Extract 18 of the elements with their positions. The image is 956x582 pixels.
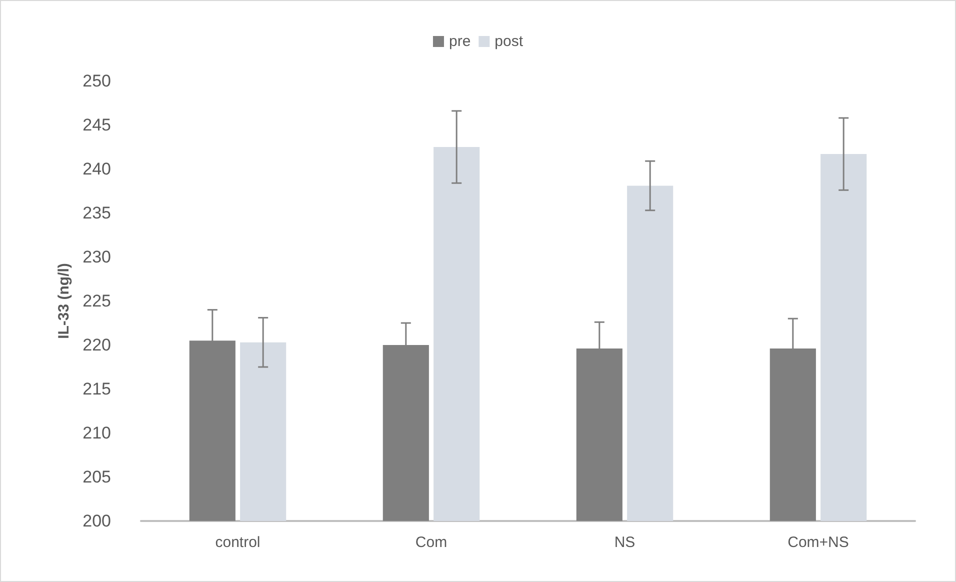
y-tick-label: 225 <box>82 292 111 310</box>
y-tick-label: 205 <box>82 468 111 486</box>
y-tick-label: 235 <box>82 204 111 222</box>
y-tick-label: 250 <box>82 72 111 90</box>
legend-label: pre <box>448 33 471 50</box>
x-tick-label: control <box>215 534 260 551</box>
y-tick-label: 215 <box>82 380 111 398</box>
x-tick-label: Com+NS <box>788 534 849 551</box>
y-tick-label: 240 <box>82 160 111 178</box>
y-tick-label: 245 <box>82 116 111 134</box>
y-tick-label: 220 <box>82 336 111 354</box>
legend-label: post <box>494 33 524 50</box>
y-tick-label: 210 <box>82 424 111 442</box>
x-tick-label: Com <box>415 534 448 551</box>
x-tick-label: NS <box>614 534 636 551</box>
y-axis-title: IL-33 (ng/l) <box>56 263 73 339</box>
y-tick-label: 230 <box>82 248 111 266</box>
y-tick-label: 200 <box>82 512 111 530</box>
